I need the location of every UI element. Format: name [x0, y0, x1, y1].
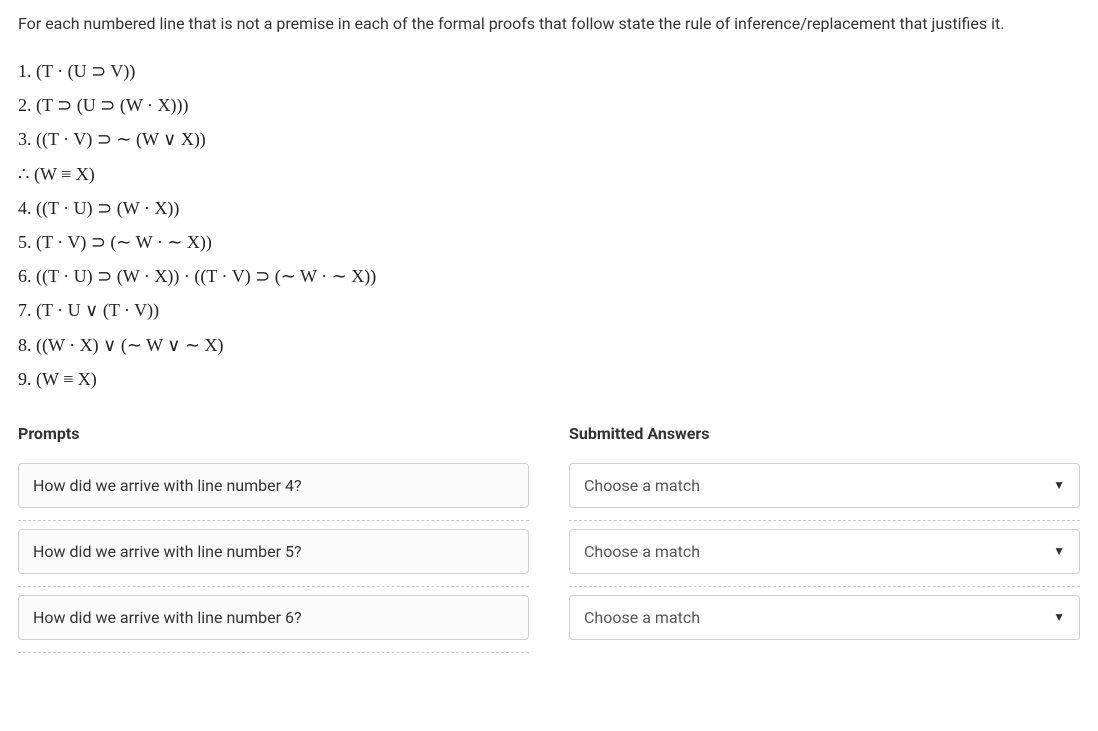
proof-line: 8. ((W · X) ∨ (∼ W ∨ ∼ X)	[18, 328, 1080, 362]
prompt-box: How did we arrive with line number 4?	[18, 463, 529, 508]
proof-line: 3. ((T · V) ⊃ ∼ (W ∨ X))	[18, 122, 1080, 156]
select-value: Choose a match	[584, 476, 700, 495]
select-value: Choose a match	[584, 542, 700, 561]
select-value: Choose a match	[584, 608, 700, 627]
answer-select[interactable]: Choose a match ▼	[569, 529, 1080, 574]
proof-line: 6. ((T · U) ⊃ (W · X)) · ((T · V) ⊃ (∼ W…	[18, 259, 1080, 293]
prompt-box: How did we arrive with line number 6?	[18, 595, 529, 640]
proof-line: 1. (T · (U ⊃ V))	[18, 54, 1080, 88]
prompt-box: How did we arrive with line number 5?	[18, 529, 529, 574]
answer-select[interactable]: Choose a match ▼	[569, 463, 1080, 508]
answers-header: Submitted Answers	[569, 424, 1080, 443]
chevron-down-icon: ▼	[1053, 544, 1065, 558]
proof-line: 9. (W ≡ X)	[18, 362, 1080, 396]
answer-row: Choose a match ▼	[569, 455, 1080, 521]
prompt-row: How did we arrive with line number 4?	[18, 455, 529, 521]
prompt-row: How did we arrive with line number 5?	[18, 521, 529, 587]
proof-lines: 1. (T · (U ⊃ V)) 2. (T ⊃ (U ⊃ (W · X))) …	[18, 54, 1080, 396]
answer-row: Choose a match ▼	[569, 587, 1080, 653]
question-text: For each numbered line that is not a pre…	[18, 12, 1080, 36]
proof-line: 2. (T ⊃ (U ⊃ (W · X)))	[18, 88, 1080, 122]
answer-grid: Prompts Submitted Answers How did we arr…	[18, 424, 1080, 653]
prompt-row: How did we arrive with line number 6?	[18, 587, 529, 653]
answer-select[interactable]: Choose a match ▼	[569, 595, 1080, 640]
answer-row: Choose a match ▼	[569, 521, 1080, 587]
proof-line: ∴ (W ≡ X)	[18, 157, 1080, 191]
proof-line: 5. (T · V) ⊃ (∼ W · ∼ X))	[18, 225, 1080, 259]
proof-line: 4. ((T · U) ⊃ (W · X))	[18, 191, 1080, 225]
chevron-down-icon: ▼	[1053, 478, 1065, 492]
chevron-down-icon: ▼	[1053, 610, 1065, 624]
prompts-header: Prompts	[18, 424, 529, 443]
proof-line: 7. (T · U ∨ (T · V))	[18, 293, 1080, 327]
